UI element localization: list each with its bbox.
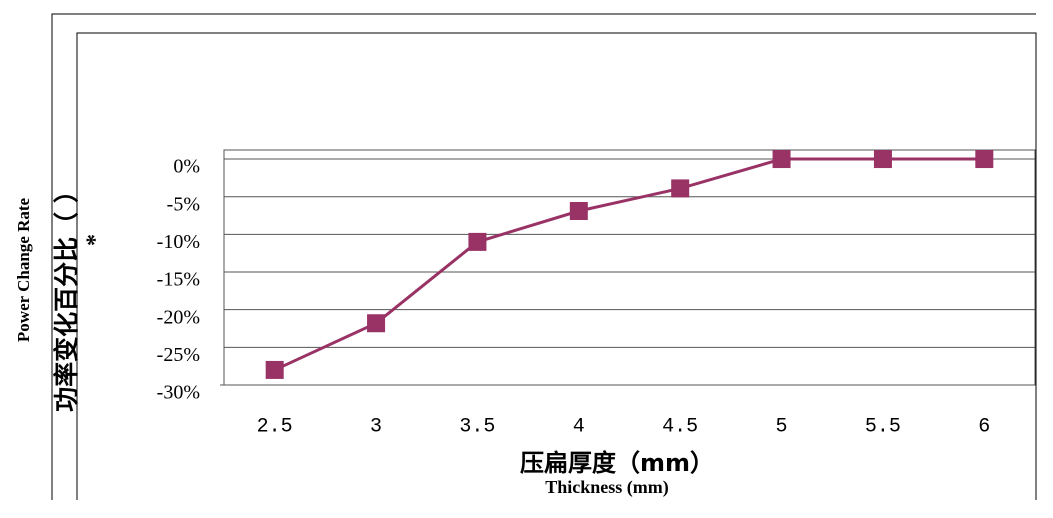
inner-frame — [76, 32, 1037, 500]
marker — [671, 179, 690, 198]
y-axis-title-mark: * — [83, 234, 109, 246]
x-tick-label: 4.5 — [662, 415, 698, 438]
plot-area — [223, 149, 1036, 386]
x-tick-label: 5 — [776, 415, 788, 438]
y-tick-label: 0% — [173, 156, 200, 178]
marker — [265, 360, 284, 379]
x-axis-title: Thickness (mm) — [545, 477, 669, 498]
y-tick-label: -25% — [157, 344, 200, 366]
x-tick-label: 5.5 — [865, 415, 901, 438]
marker — [772, 150, 791, 169]
x-axis-title-cn: 压扁厚度（mm） — [520, 449, 714, 477]
x-tick-label: 6 — [978, 415, 990, 438]
y-axis-title-cn: 功率变化百分比（ ） — [52, 178, 81, 412]
y-axis-title: Power Change Rate — [14, 197, 33, 342]
marker — [873, 150, 892, 169]
x-tick-label: 3 — [370, 415, 382, 438]
outer-frame — [51, 13, 1036, 500]
y-tick-label: -30% — [157, 382, 200, 404]
x-tick-label: 4 — [573, 415, 585, 438]
x-tick-label: 2.5 — [257, 415, 293, 438]
y-tick-label: -5% — [167, 193, 200, 215]
y-tick-label: -20% — [157, 306, 200, 328]
series-line — [274, 157, 985, 372]
marker — [569, 202, 588, 221]
y-tick-label: -15% — [157, 269, 200, 291]
x-tick-label: 3.5 — [459, 415, 495, 438]
marker — [468, 232, 487, 251]
marker — [367, 314, 386, 333]
y-tick-label: -10% — [157, 231, 200, 253]
marker — [975, 150, 994, 169]
